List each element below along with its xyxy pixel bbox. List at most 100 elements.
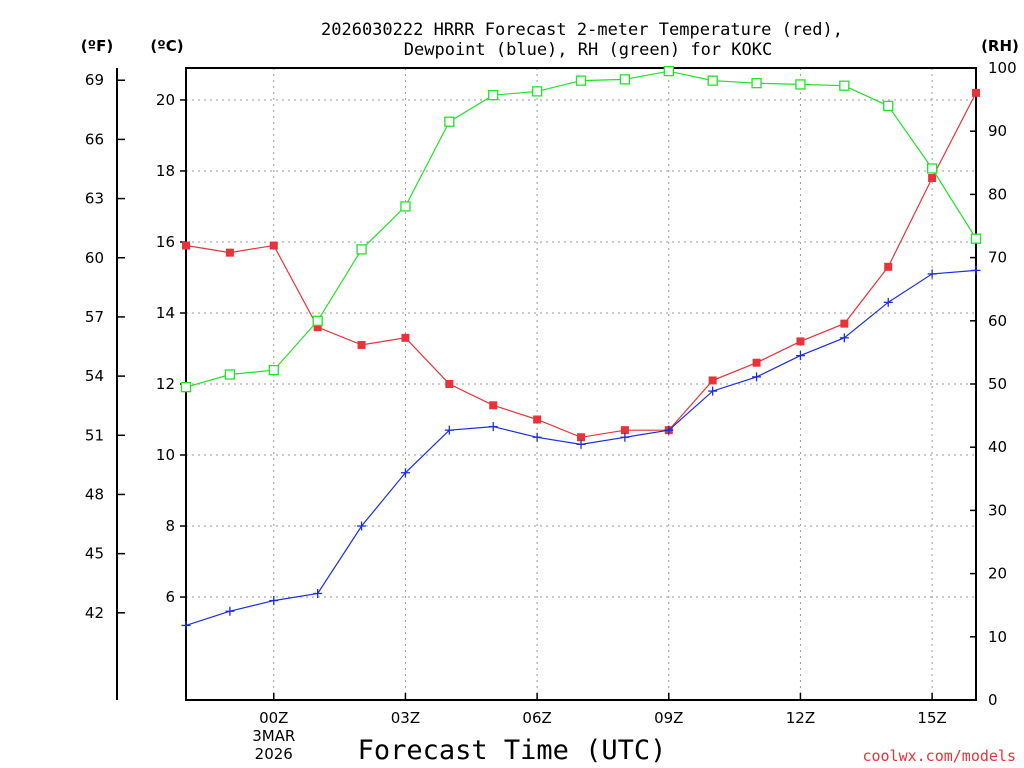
temperature-point	[401, 333, 410, 342]
fahrenheit-tick-label: 42	[85, 604, 104, 622]
fahrenheit-tick-label: 48	[85, 485, 104, 503]
temperature-point	[182, 241, 190, 250]
dewpoint-point	[313, 588, 323, 598]
rh-point	[575, 75, 587, 86]
rh-tick-label: 10	[988, 628, 1007, 646]
dewpoint-point	[795, 351, 805, 361]
dewpoint-point	[839, 333, 849, 343]
x-tick-label: 00Z	[259, 709, 288, 727]
dewpoint-point	[269, 596, 279, 606]
dewpoint-point	[620, 432, 630, 442]
dewpoint-point	[357, 521, 367, 531]
celsius-tick-label: 14	[156, 304, 175, 322]
dewpoint-point	[971, 265, 981, 275]
rh-point	[268, 364, 279, 376]
temperature-point	[357, 340, 366, 349]
rh-tick-label: 70	[988, 249, 1007, 267]
data-series	[180, 66, 982, 630]
dewpoint-point	[883, 297, 893, 307]
rh-point	[224, 369, 236, 380]
rh-tick-label: 100	[988, 59, 1017, 77]
rh-point	[663, 66, 674, 77]
fahrenheit-tick-label: 54	[85, 367, 104, 385]
celsius-tick-label: 18	[156, 162, 175, 180]
celsius-tick-label: 10	[156, 446, 175, 464]
rh-point	[883, 100, 894, 112]
rh-point	[751, 78, 762, 89]
fahrenheit-tick-label: 57	[85, 308, 104, 326]
temperature-point	[972, 88, 980, 97]
rh-point	[707, 75, 718, 86]
fahrenheit-tick-label: 51	[85, 426, 104, 444]
temperature-point	[752, 358, 761, 367]
celsius-tick-label: 12	[156, 375, 175, 393]
temperature-point	[840, 319, 849, 328]
x-tick-label: 12Z	[786, 709, 815, 727]
fahrenheit-tick-label: 66	[85, 130, 104, 148]
rh-point	[400, 201, 411, 212]
rh-tick-label: 20	[988, 565, 1007, 583]
x-year-label: 2026	[255, 745, 293, 763]
rh-point	[619, 74, 631, 85]
dewpoint-point	[752, 372, 762, 382]
dewpoint-point	[532, 432, 542, 442]
temperature-point	[577, 433, 585, 442]
x-axis-label: Forecast Time (UTC)	[358, 735, 667, 766]
fahrenheit-tick-label: 63	[85, 190, 104, 208]
dewpoint-point	[927, 269, 937, 279]
rh-point	[312, 315, 323, 326]
fahrenheit-unit-label: (ºF)	[81, 37, 113, 55]
rh-tick-label: 40	[988, 438, 1007, 456]
dewpoint-point	[488, 422, 498, 432]
rh-line	[185, 70, 977, 388]
x-tick-label: 09Z	[654, 709, 683, 727]
dewpoint-point	[400, 468, 410, 478]
celsius-tick-label: 20	[156, 91, 175, 109]
fahrenheit-tick-label: 69	[85, 71, 104, 89]
temperature-point	[620, 426, 629, 435]
dewpoint-point	[664, 425, 674, 435]
dewpoint-point	[444, 425, 454, 435]
rh-tick-label: 90	[988, 122, 1007, 140]
dewpoint-point	[708, 386, 718, 396]
rh-unit-label: (RH)	[981, 37, 1019, 55]
grid-lines	[186, 68, 976, 700]
temperature-point	[269, 241, 278, 250]
celsius-tick-label: 8	[165, 517, 175, 535]
rh-tick-label: 50	[988, 375, 1007, 393]
temperature-line	[185, 92, 977, 438]
celsius-tick-label: 6	[165, 588, 175, 606]
x-tick-label: 03Z	[391, 709, 420, 727]
temperature-point	[313, 323, 322, 332]
rh-point	[488, 90, 499, 101]
celsius-tick-label: 16	[156, 233, 175, 251]
rh-point	[531, 86, 543, 97]
rh-point	[926, 163, 938, 174]
temperature-point	[225, 248, 234, 257]
celsius-unit-label: (ºC)	[150, 37, 183, 55]
rh-tick-label: 30	[988, 501, 1007, 519]
temperature-point	[445, 380, 454, 388]
dewpoint-point	[225, 606, 235, 616]
fahrenheit-tick-label: 45	[85, 545, 104, 563]
rh-point	[356, 244, 367, 255]
chart-title-line1: 2026030222 HRRR Forecast 2-meter Tempera…	[321, 20, 843, 40]
temperature-point	[884, 262, 893, 271]
temperature-point	[796, 337, 805, 346]
temperature-point	[489, 401, 498, 410]
dewpoint-point	[576, 439, 586, 449]
fahrenheit-tick-label: 60	[85, 249, 104, 267]
plot-frame	[185, 67, 977, 701]
chart-title-line2: Dewpoint (blue), RH (green) for KOKC	[404, 40, 772, 60]
dewpoint-point	[181, 620, 191, 630]
source-credit: coolwx.com/models	[862, 747, 1016, 765]
rh-point	[795, 79, 806, 90]
rh-point	[444, 116, 455, 127]
rh-tick-label: 0	[988, 691, 998, 709]
x-tick-label: 06Z	[522, 709, 551, 727]
x-date-label: 3MAR	[252, 727, 295, 745]
rh-point	[180, 382, 192, 393]
rh-tick-label: 80	[988, 185, 1007, 203]
temperature-point	[708, 376, 717, 385]
